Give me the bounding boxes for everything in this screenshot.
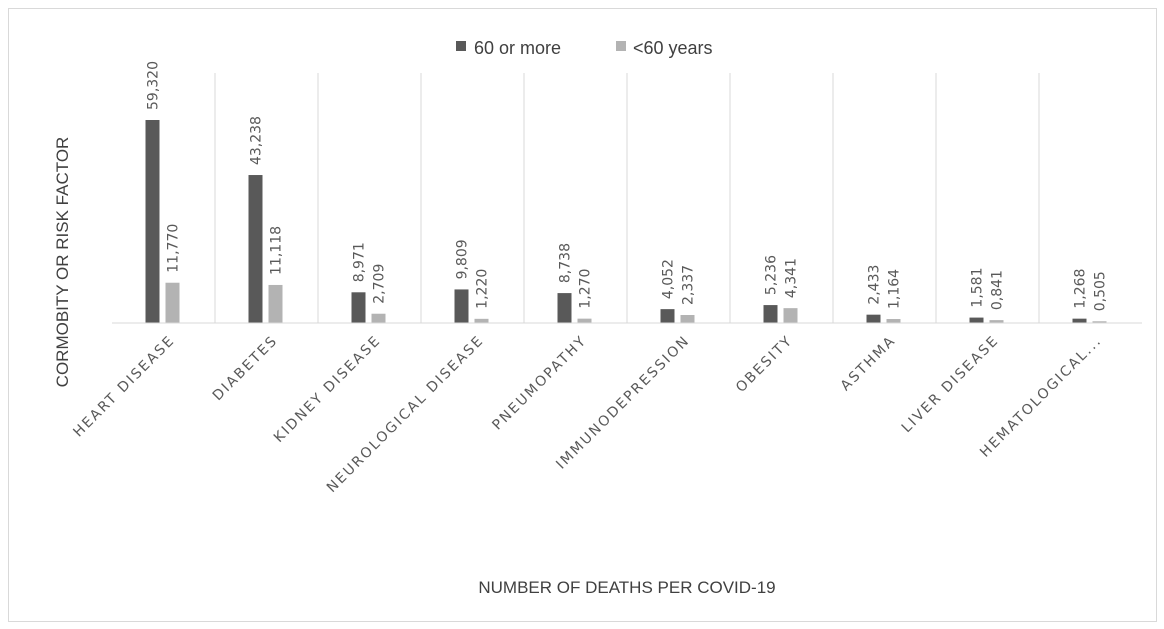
data-label: 8,738	[558, 243, 574, 283]
legend-label-under-60: <60 years	[633, 38, 713, 58]
bar-under-60	[371, 313, 386, 323]
legend: 60 or more <60 years	[456, 38, 713, 58]
bar-60-or-more	[866, 314, 881, 323]
bar-under-60	[783, 308, 798, 323]
data-label: 2,709	[372, 264, 388, 304]
data-label: 1,581	[970, 267, 986, 307]
data-label: 9,809	[455, 239, 471, 279]
bar-under-60	[268, 284, 283, 323]
chart-frame	[8, 8, 1157, 622]
data-label: 11,118	[269, 226, 285, 275]
category-tick-label: PNEUMOPATHY	[489, 333, 590, 434]
data-label: 0,505	[1093, 271, 1109, 311]
bar-under-60	[165, 282, 180, 323]
category-gridlines	[214, 73, 1040, 323]
data-label: 11,770	[166, 224, 182, 273]
bar-60-or-more	[145, 120, 160, 323]
data-label: 1,270	[578, 269, 594, 309]
data-label: 1,268	[1073, 269, 1089, 309]
category-tick-label: OBESITY	[733, 333, 796, 396]
category-tick-label: HEMATOLOGICAL...	[977, 333, 1105, 461]
data-label: 59,320	[146, 61, 162, 110]
category-tick-label: KIDNEY DISEASE	[271, 333, 384, 446]
x-axis-title: NUMBER OF DEATHS PER COVID-19	[478, 578, 775, 597]
data-label: 1,220	[475, 269, 491, 309]
bar-60-or-more	[969, 317, 984, 323]
bar-under-60	[989, 320, 1004, 323]
bar-under-60	[577, 318, 592, 323]
bar-under-60	[680, 315, 695, 323]
bar-under-60	[1092, 321, 1107, 323]
data-label: 5,236	[764, 255, 780, 295]
legend-swatch-60-or-more	[456, 41, 466, 51]
bar-60-or-more	[351, 292, 366, 323]
bar-under-60	[886, 319, 901, 323]
data-label: 1,164	[887, 269, 903, 309]
legend-swatch-under-60	[616, 41, 626, 51]
data-label: 2,337	[681, 265, 697, 305]
legend-label-60-or-more: 60 or more	[474, 38, 561, 58]
y-axis-title: CORMOBITY OR RISK FACTOR	[53, 137, 72, 388]
data-label: 43,238	[249, 116, 265, 165]
bar-60-or-more	[660, 309, 675, 323]
category-tick-label: LIVER DISEASE	[899, 333, 1003, 437]
category-tick-label: HEART DISEASE	[70, 333, 178, 441]
bar-60-or-more	[248, 175, 263, 323]
bar-60-or-more	[763, 305, 778, 323]
data-label: 4,052	[661, 259, 677, 299]
data-label: 2,433	[867, 265, 883, 305]
data-label: 0,841	[990, 270, 1006, 310]
data-label: 8,971	[352, 242, 368, 282]
bar-under-60	[474, 318, 489, 323]
category-tick-label: ASTHMA	[838, 333, 900, 395]
bar-60-or-more	[557, 293, 572, 323]
data-label: 4,341	[784, 258, 800, 298]
bar-60-or-more	[454, 289, 469, 323]
bar-60-or-more	[1072, 318, 1087, 323]
bars-group	[145, 120, 1107, 323]
category-tick-label: DIABETES	[210, 333, 282, 405]
